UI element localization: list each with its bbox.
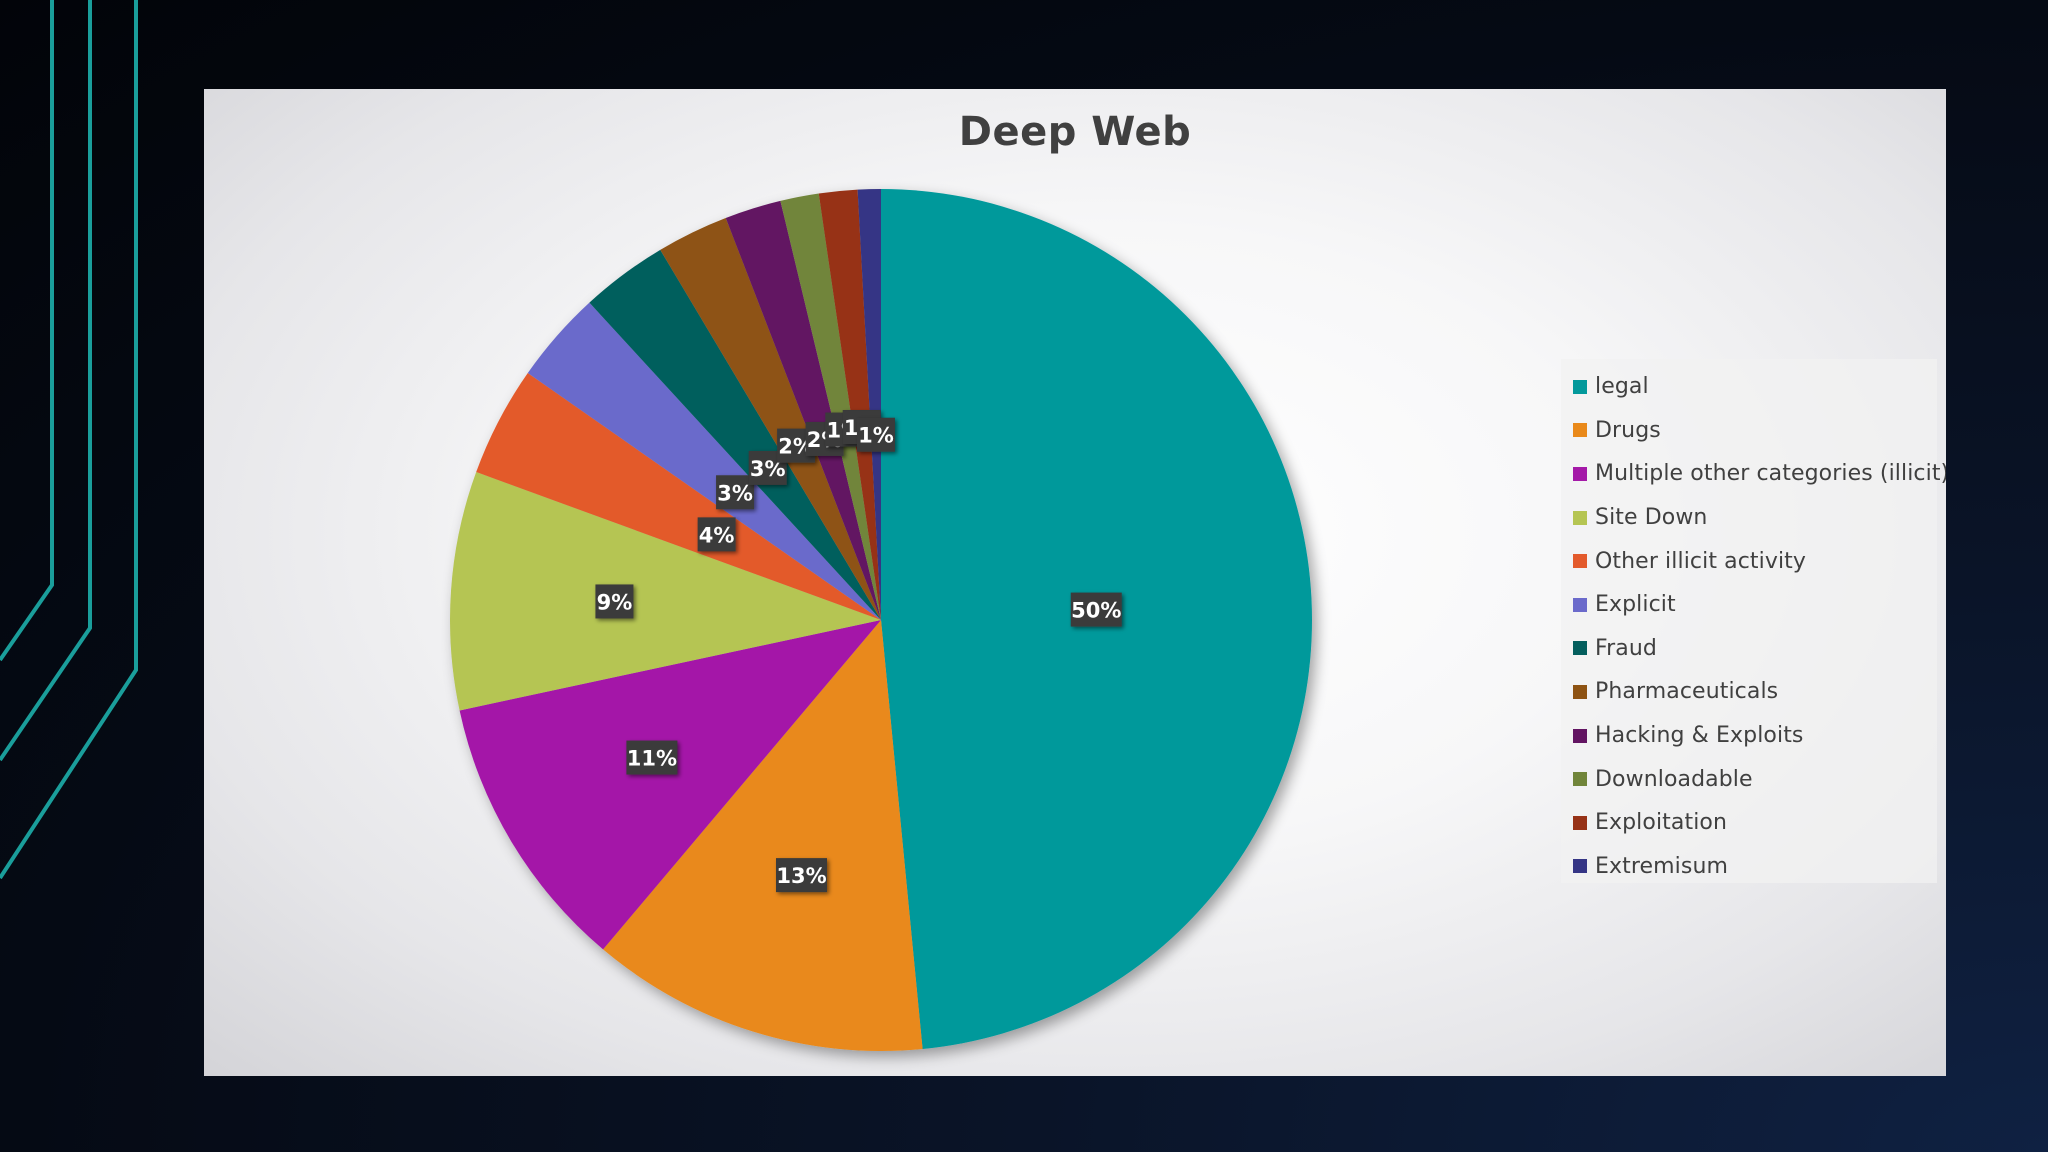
pie-chart: 50%13%11%9%4%3%3%2%2%1%1%1%	[450, 189, 1312, 1051]
data-label-text: 4%	[699, 523, 735, 547]
pie-slice-downloadable	[780, 193, 881, 620]
legend-swatch	[1573, 466, 1587, 481]
legend-label: Exploitation	[1595, 810, 1728, 836]
legend-item-legal: legal	[1561, 365, 1937, 409]
data-label-extremisum: 1%	[856, 417, 895, 452]
data-label-text: 50%	[1071, 599, 1121, 623]
accent-line-1	[0, 0, 54, 662]
data-label-box	[697, 517, 736, 552]
data-label-box	[856, 417, 895, 452]
pie-data-labels: 50%13%11%9%4%3%3%2%2%1%1%1%	[595, 410, 1122, 893]
legend-label: Extremisum	[1595, 853, 1729, 879]
legend-label: Multiple other categories (illicit)	[1595, 461, 1946, 487]
legend-swatch	[1573, 772, 1587, 787]
data-label-multiple-other-categories-illicit: 11%	[626, 740, 678, 775]
data-label-text: 1%	[858, 424, 894, 448]
data-label-text: 13%	[776, 864, 826, 888]
data-label-text: 9%	[597, 590, 633, 614]
legend-label: Other illicit activity	[1595, 548, 1807, 574]
legend-item-multiple-other-categories-illicit: Multiple other categories (illicit)	[1561, 452, 1946, 496]
legend-label: Downloadable	[1595, 766, 1753, 792]
pie-slice-exploitation	[818, 189, 881, 620]
legend-item-fraud: Fraud	[1561, 627, 1937, 671]
legend-label: Drugs	[1595, 417, 1661, 443]
data-label-box	[1070, 592, 1122, 627]
legend-swatch	[1573, 554, 1587, 569]
legend-item-drugs: Drugs	[1561, 409, 1937, 453]
legend-label: Pharmaceuticals	[1595, 679, 1779, 705]
legend-swatch	[1573, 815, 1587, 830]
data-label-legal: 50%	[1070, 592, 1122, 627]
legend-item-exploitation: Exploitation	[1561, 801, 1937, 845]
legend-label: Site Down	[1595, 505, 1708, 531]
legend-item-hacking-exploits: Hacking & Exploits	[1561, 714, 1937, 758]
data-label-explicit: 3%	[716, 475, 755, 510]
legend-label: Explicit	[1595, 592, 1676, 618]
chart-panel: Deep Web 50%13%11%9%4%3%3%2%2%1%1%1% leg…	[204, 89, 1946, 1076]
data-label-text: 3%	[717, 481, 753, 505]
legend-swatch	[1573, 379, 1587, 394]
legend-item-extremisum: Extremisum	[1561, 845, 1937, 889]
data-label-drugs: 13%	[776, 858, 828, 893]
legend-item-downloadable: Downloadable	[1561, 757, 1937, 801]
pie-slice-drugs	[603, 620, 923, 1051]
pie-slices	[450, 189, 1312, 1051]
legend-label: legal	[1595, 374, 1649, 400]
pie-slice-explicit	[527, 302, 881, 620]
pie-slice-pharmaceuticals	[660, 217, 881, 620]
pie-slice-multiple-other-categories-illicit	[459, 620, 881, 950]
data-label-text: 11%	[627, 747, 677, 771]
pie-slice-other-illicit-activity	[476, 373, 881, 620]
data-label-box	[626, 740, 678, 775]
legend-swatch	[1573, 641, 1587, 656]
legend-label: Fraud	[1595, 635, 1657, 661]
accent-line-2	[0, 0, 92, 762]
accent-line-3	[0, 0, 138, 880]
pie-slice-hacking-exploits	[725, 200, 881, 620]
pie-slice-fraud	[589, 249, 881, 620]
legend-item-explicit: Explicit	[1561, 583, 1937, 627]
legend-swatch	[1573, 684, 1587, 699]
data-label-box	[716, 475, 755, 510]
chart-legend: legal Drugs Multiple other categories (ill…	[1561, 359, 1946, 883]
data-label-site-down: 9%	[595, 584, 634, 619]
legend-swatch	[1573, 728, 1587, 743]
legend-item-site-down: Site Down	[1561, 496, 1937, 540]
legend-swatch	[1573, 423, 1587, 438]
data-label-fraud: 3%	[748, 450, 787, 485]
legend-item-other-illicit-activity: Other illicit activity	[1561, 539, 1937, 583]
chart-title: Deep Web	[958, 109, 1192, 155]
pie-slice-extremisum	[857, 189, 881, 620]
legend-swatch	[1573, 597, 1587, 612]
data-label-box	[776, 858, 828, 893]
data-label-other-illicit-activity: 4%	[697, 517, 736, 552]
legend-swatch	[1573, 510, 1587, 525]
pie-slice-site-down	[450, 472, 881, 711]
legend-swatch	[1573, 859, 1587, 874]
data-label-box	[595, 584, 634, 619]
legend-label: Hacking & Exploits	[1595, 723, 1804, 749]
legend-item-pharmaceuticals: Pharmaceuticals	[1561, 670, 1937, 714]
